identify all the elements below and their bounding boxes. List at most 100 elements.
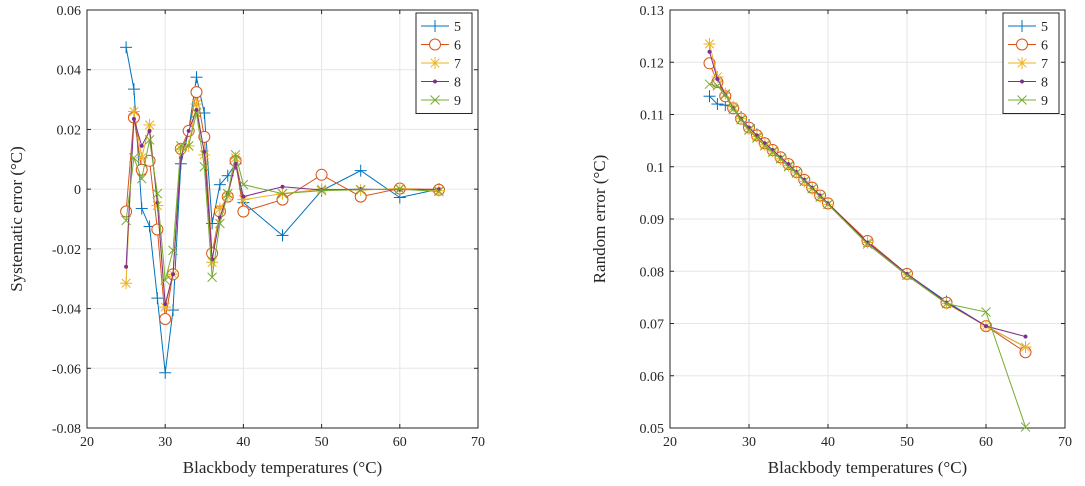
data-point — [983, 324, 989, 329]
data-point — [277, 188, 288, 199]
data-point — [815, 192, 825, 202]
data-point — [981, 307, 991, 317]
legend-label: 5 — [454, 20, 461, 35]
x-tick-label: 60 — [979, 435, 993, 450]
data-point — [783, 161, 794, 172]
data-point — [238, 179, 249, 190]
legend-label: 9 — [454, 94, 461, 109]
random-error-chart: 20 30 40 50 60 70 0.05 0.06 0.07 0.08 0.09 0.1 0.11 0… — [590, 4, 1072, 477]
y-tick-label: -0.04 — [52, 303, 81, 318]
data-point — [434, 186, 444, 197]
data-point — [167, 304, 180, 317]
data-point — [186, 128, 191, 133]
legend-marker — [430, 95, 440, 105]
legend-label: 9 — [1041, 94, 1048, 109]
data-point — [213, 178, 226, 191]
data-point — [190, 71, 203, 84]
legend-entry: 5 — [1008, 20, 1048, 35]
y-tick-label: 0.09 — [640, 213, 665, 228]
y-tick-label: 0.05 — [640, 422, 665, 437]
data-point — [159, 313, 172, 326]
data-point — [276, 229, 289, 242]
data-point — [823, 199, 833, 210]
data-point — [152, 188, 163, 199]
legend-marker — [1016, 20, 1028, 32]
legend-marker — [1017, 95, 1027, 105]
data-point — [807, 183, 818, 194]
data-point — [183, 140, 194, 151]
data-point — [1023, 334, 1028, 339]
y-tick-label: 0.12 — [640, 56, 665, 71]
data-point — [354, 164, 367, 177]
legend-marker — [1019, 79, 1025, 84]
x-tick-label: 70 — [471, 435, 485, 450]
data-point — [791, 168, 802, 178]
axes-box — [86, 9, 479, 429]
legend-marker — [432, 79, 438, 84]
data-point — [752, 133, 762, 143]
data-point — [190, 86, 203, 99]
data-point — [902, 270, 912, 281]
legend-entry: 6 — [1008, 38, 1048, 54]
data-point — [1019, 341, 1032, 354]
data-point — [759, 140, 770, 151]
x-tick-label: 20 — [80, 435, 94, 450]
legend-marker — [1016, 57, 1028, 69]
legend-entry: 8 — [1008, 76, 1048, 91]
data-point — [711, 98, 724, 111]
data-point — [215, 218, 225, 229]
legend-entry: 7 — [1008, 57, 1048, 72]
data-point — [163, 302, 168, 307]
x-tick-label: 30 — [742, 435, 756, 450]
x-axis-label: Blackbody temperatures (°C) — [183, 458, 382, 477]
x-tick-label: 30 — [158, 435, 172, 450]
y-tick-label: -0.06 — [52, 362, 81, 377]
legend-label: 8 — [454, 76, 461, 91]
data-point — [862, 239, 873, 249]
data-point — [129, 152, 139, 163]
legend-marker — [429, 38, 441, 51]
y-tick-label: 0.13 — [640, 4, 665, 19]
data-point — [144, 135, 155, 145]
legend-entry: 5 — [421, 20, 461, 35]
data-point — [720, 89, 731, 100]
data-point — [703, 90, 716, 103]
data-point — [728, 104, 739, 115]
data-point — [207, 272, 217, 283]
series-group — [703, 37, 1032, 432]
legend-label: 8 — [1041, 76, 1048, 91]
legend-label: 6 — [1041, 39, 1048, 54]
data-point — [712, 80, 723, 91]
legend-label: 5 — [1041, 20, 1048, 35]
x-tick-label: 40 — [821, 435, 835, 450]
data-point — [160, 275, 171, 286]
x-tick-label: 40 — [236, 435, 250, 450]
data-point — [715, 76, 720, 82]
data-point — [121, 215, 131, 226]
data-point — [191, 108, 202, 118]
y-tick-label: -0.08 — [52, 422, 81, 437]
data-point — [127, 105, 140, 118]
y-tick-label: 0.08 — [640, 265, 665, 280]
data-point — [135, 202, 148, 215]
y-tick-label: 0.04 — [57, 64, 82, 79]
y-tick-label: 0.02 — [57, 123, 82, 138]
legend-marker — [429, 57, 441, 69]
legend-entry: 8 — [421, 76, 461, 91]
y-axis-label: Random error (°C) — [590, 155, 609, 284]
x-tick-label: 60 — [393, 435, 407, 450]
data-point — [315, 168, 328, 181]
y-tick-label: 0.11 — [640, 109, 664, 124]
data-point — [762, 141, 767, 146]
systematic-error-chart: 20 30 40 50 60 70 -0.08 -0.06 -0.04 -0.02 0 0.02 0.0… — [7, 4, 485, 477]
data-point — [151, 292, 164, 305]
series-9 — [704, 79, 1031, 432]
data-point — [199, 161, 210, 172]
x-tick-label: 50 — [315, 435, 329, 450]
legend-entry: 9 — [421, 94, 461, 109]
data-point — [394, 184, 405, 194]
data-point — [237, 205, 250, 218]
data-point — [131, 116, 136, 122]
data-point — [736, 114, 746, 125]
